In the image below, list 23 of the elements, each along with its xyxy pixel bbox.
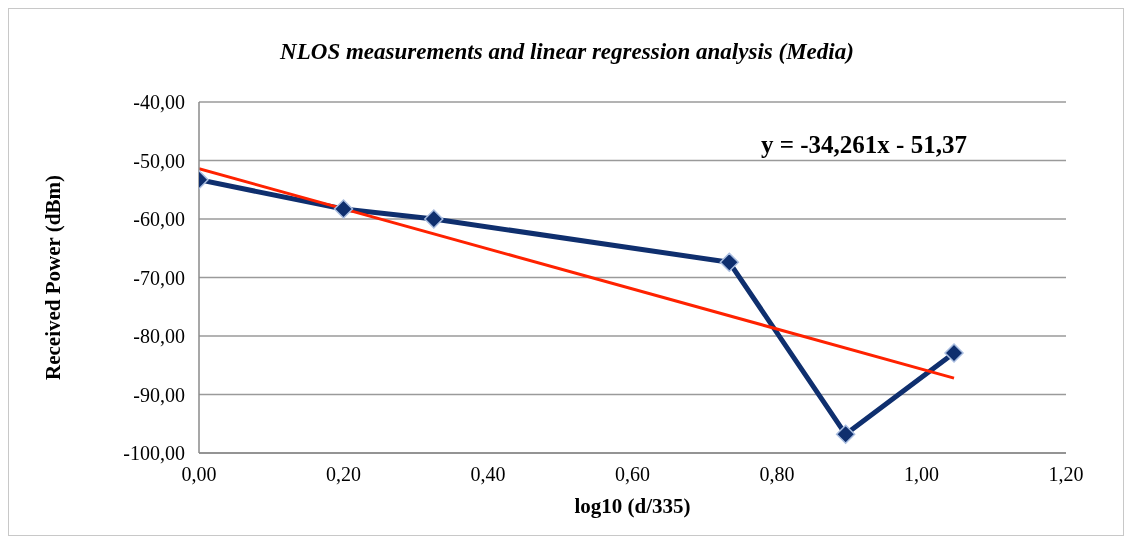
chart-title: NLOS measurements and linear regression analysis (Media) [279, 39, 855, 65]
x-tick-label: 0,40 [470, 463, 506, 486]
x-tick-label: 0,20 [326, 463, 361, 486]
y-tick-label: -40,00 [133, 91, 185, 114]
x-tick-label: 1,20 [1048, 463, 1084, 486]
x-axis-title: log10 (d/335) [574, 494, 691, 518]
point [719, 252, 740, 273]
x-tick-label: 0,60 [615, 463, 650, 486]
annotation: y = -34,261x - 51,37 [761, 131, 967, 159]
point [333, 199, 354, 219]
x-tick-label: 0,80 [759, 463, 795, 486]
point [944, 343, 964, 363]
point [424, 209, 444, 229]
y-axis-title: Received Power (dBm) [41, 175, 66, 380]
y-tick-label: -80,00 [133, 325, 185, 348]
point [835, 424, 856, 445]
y-tick-label: -100,00 [123, 442, 185, 465]
y-tick-label: -60,00 [133, 208, 185, 231]
y-tick-label: -70,00 [133, 266, 185, 289]
x-tick-label: 1,00 [904, 463, 939, 486]
x-tick-label: 0,00 [181, 463, 217, 486]
y-tick-label: -90,00 [133, 383, 185, 406]
y-tick-label: -50,00 [133, 149, 185, 172]
